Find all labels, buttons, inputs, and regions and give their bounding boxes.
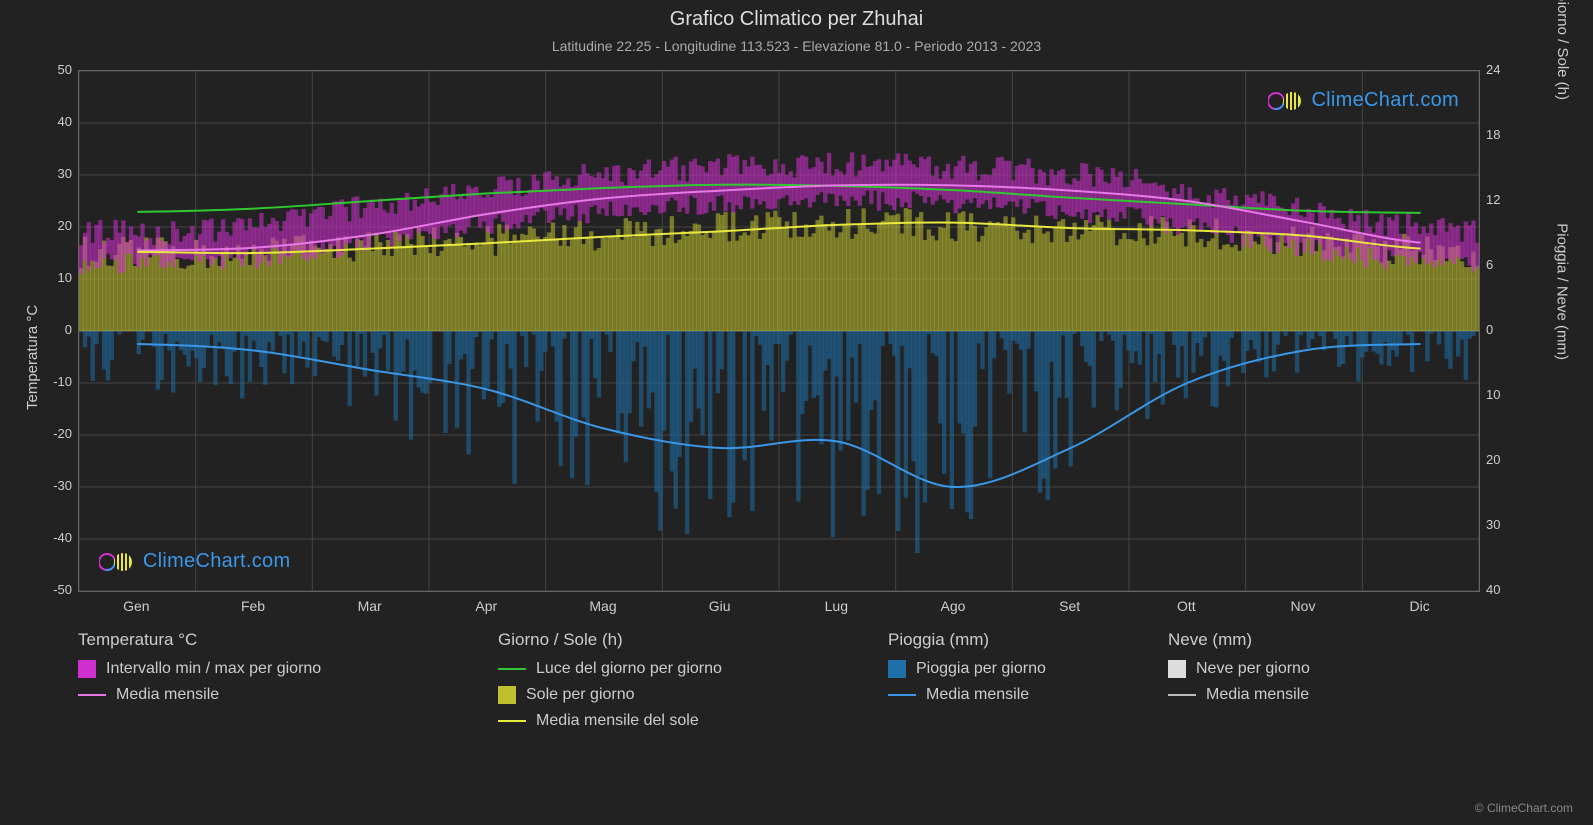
legend-head-rain: Pioggia (mm) — [888, 630, 1188, 650]
legend-item-snow-daily: Neve per giorno — [1168, 660, 1468, 678]
legend-label: Intervallo min / max per giorno — [106, 660, 321, 678]
legend-col-daysun: Giorno / Sole (h) Luce del giorno per gi… — [498, 630, 878, 738]
ytick-right-bottom: 10 — [1486, 387, 1522, 402]
legend-head-daysun: Giorno / Sole (h) — [498, 630, 878, 650]
swatch-rain — [888, 660, 906, 678]
watermark-text: ClimeChart.com — [1311, 89, 1459, 111]
ytick-left: -50 — [36, 582, 72, 597]
xtick-month: Mag — [573, 598, 633, 614]
y-axis-right-bottom-label: Pioggia / Neve (mm) — [1554, 223, 1571, 360]
ytick-left: -30 — [36, 478, 72, 493]
ytick-right-top: 12 — [1486, 192, 1522, 207]
legend-col-snow: Neve (mm) Neve per giorno Media mensile — [1168, 630, 1468, 712]
legend-item-snow-mean: Media mensile — [1168, 686, 1468, 704]
line-swatch-rain-mean — [888, 694, 916, 696]
legend-label: Neve per giorno — [1196, 660, 1310, 678]
line-swatch-daylight — [498, 668, 526, 670]
climechart-logo-icon — [99, 552, 133, 572]
legend-item-rain-daily: Pioggia per giorno — [888, 660, 1188, 678]
ytick-left: 0 — [36, 322, 72, 337]
ytick-left: 10 — [36, 270, 72, 285]
xtick-month: Ago — [923, 598, 983, 614]
legend-label: Sole per giorno — [526, 686, 635, 704]
legend-label: Media mensile — [926, 686, 1029, 704]
legend-label: Luce del giorno per giorno — [536, 660, 722, 678]
copyright-text: © ClimeChart.com — [1475, 801, 1573, 815]
watermark-top: ClimeChart.com — [1268, 89, 1459, 112]
xtick-month: Gen — [106, 598, 166, 614]
swatch-temp-range — [78, 660, 96, 678]
xtick-month: Ott — [1156, 598, 1216, 614]
ytick-right-top: 24 — [1486, 62, 1522, 77]
xtick-month: Feb — [223, 598, 283, 614]
climate-chart-container: Grafico Climatico per Zhuhai Latitudine … — [0, 0, 1593, 825]
ytick-left: -10 — [36, 374, 72, 389]
legend-item-sun-daily: Sole per giorno — [498, 686, 878, 704]
legend-item-daylight: Luce del giorno per giorno — [498, 660, 878, 678]
chart-svg — [79, 71, 1479, 591]
legend-label: Media mensile del sole — [536, 712, 699, 730]
xtick-month: Set — [1040, 598, 1100, 614]
xtick-month: Nov — [1273, 598, 1333, 614]
ytick-right-top: 6 — [1486, 257, 1522, 272]
xtick-month: Apr — [456, 598, 516, 614]
line-swatch-sun-mean — [498, 720, 526, 722]
ytick-left: 20 — [36, 218, 72, 233]
legend-item-temp-mean: Media mensile — [78, 686, 458, 704]
xtick-month: Mar — [340, 598, 400, 614]
line-swatch-snow-mean — [1168, 694, 1196, 696]
ytick-right-bottom: 20 — [1486, 452, 1522, 467]
xtick-month: Lug — [806, 598, 866, 614]
legend-head-temperature: Temperatura °C — [78, 630, 458, 650]
climechart-logo-icon — [1268, 91, 1302, 111]
y-axis-left-label: Temperatura °C — [24, 305, 41, 410]
line-swatch-temp-mean — [78, 694, 106, 696]
legend-item-temp-range: Intervallo min / max per giorno — [78, 660, 458, 678]
legend-col-rain: Pioggia (mm) Pioggia per giorno Media me… — [888, 630, 1188, 712]
legend-col-temperature: Temperatura °C Intervallo min / max per … — [78, 630, 458, 712]
legend-item-sun-mean: Media mensile del sole — [498, 712, 878, 730]
chart-subtitle: Latitudine 22.25 - Longitudine 113.523 -… — [0, 38, 1593, 54]
swatch-snow — [1168, 660, 1186, 678]
legend-label: Pioggia per giorno — [916, 660, 1046, 678]
chart-title: Grafico Climatico per Zhuhai — [0, 8, 1593, 31]
ytick-left: 40 — [36, 114, 72, 129]
ytick-right-bottom: 40 — [1486, 582, 1522, 597]
ytick-left: 30 — [36, 166, 72, 181]
chart-plot-area: ClimeChart.com ClimeChart.com — [78, 70, 1480, 592]
ytick-left: -20 — [36, 426, 72, 441]
watermark-bottom: ClimeChart.com — [99, 550, 290, 573]
xtick-month: Dic — [1390, 598, 1450, 614]
ytick-right-top: 0 — [1486, 322, 1522, 337]
ytick-right-bottom: 30 — [1486, 517, 1522, 532]
ytick-left: 50 — [36, 62, 72, 77]
swatch-sun — [498, 686, 516, 704]
watermark-text: ClimeChart.com — [143, 550, 291, 572]
ytick-right-top: 18 — [1486, 127, 1522, 142]
xtick-month: Giu — [690, 598, 750, 614]
legend-label: Media mensile — [1206, 686, 1309, 704]
legend-item-rain-mean: Media mensile — [888, 686, 1188, 704]
y-axis-right-top-label: Giorno / Sole (h) — [1554, 0, 1571, 100]
ytick-left: -40 — [36, 530, 72, 545]
legend-head-snow: Neve (mm) — [1168, 630, 1468, 650]
legend-label: Media mensile — [116, 686, 219, 704]
